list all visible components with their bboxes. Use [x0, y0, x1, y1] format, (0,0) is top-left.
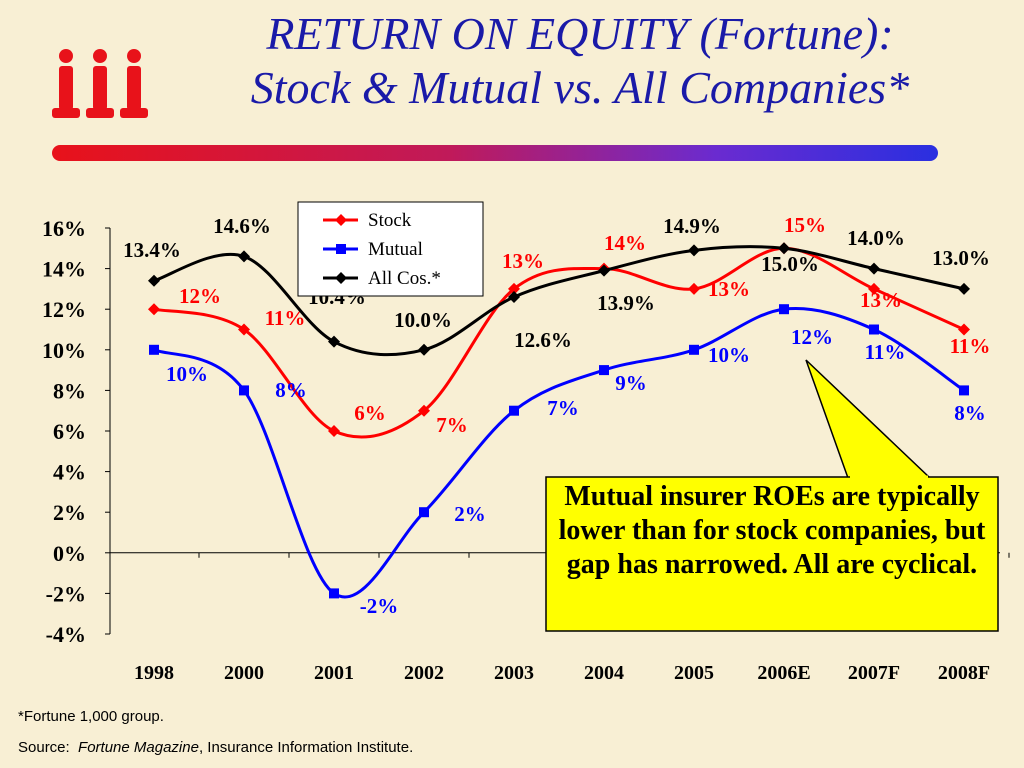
data-point-stock — [958, 323, 970, 336]
data-label-stock: 15% — [784, 213, 826, 237]
legend-label-mutual: Mutual — [368, 239, 423, 260]
legend-marker-stock — [335, 214, 347, 226]
callout-pointer — [805, 359, 932, 479]
data-point-all-cos — [688, 244, 700, 257]
callout-box — [545, 476, 999, 632]
x-tick-label: 2008F — [938, 662, 990, 684]
data-point-all-cos — [508, 291, 520, 304]
data-point-mutual — [599, 365, 609, 376]
data-point-mutual — [419, 507, 429, 518]
legend-label-all-cos: All Cos.* — [368, 268, 441, 289]
data-label-stock: 13% — [860, 288, 902, 312]
data-label-stock: 7% — [436, 413, 468, 437]
data-label-mutual: 11% — [865, 340, 906, 364]
data-point-stock — [508, 282, 520, 295]
series-line-all-cos — [153, 245, 965, 357]
footnote: *Fortune 1,000 group. — [18, 708, 164, 725]
data-label-all-cos: 13.4% — [123, 238, 181, 262]
page-title: RETURN ON EQUITY (Fortune): — [266, 8, 894, 59]
callout-text: Mutual insurer ROEs are typically lower … — [558, 481, 986, 580]
x-tick-label: 2006E — [757, 662, 810, 684]
legend-marker-mutual — [336, 244, 346, 254]
data-point-mutual — [689, 344, 699, 355]
data-label-mutual: 10% — [166, 362, 208, 386]
y-tick-label: -4% — [46, 622, 86, 647]
data-point-stock — [688, 282, 700, 295]
source-rest: , Insurance Information Institute. — [198, 739, 414, 756]
x-tick-label: 2005 — [674, 662, 714, 684]
source-publication: Fortune Magazine — [78, 739, 199, 756]
data-label-mutual: 10% — [708, 343, 750, 367]
source-label: Source: — [18, 739, 70, 756]
data-label-stock: 12% — [179, 284, 221, 308]
x-tick-label: 1998 — [134, 662, 174, 684]
y-tick-label: 10% — [42, 338, 86, 363]
data-label-stock: 13% — [502, 249, 544, 273]
data-label-all-cos: 14.0% — [847, 226, 905, 250]
data-point-mutual — [329, 588, 339, 599]
title-divider-bar — [52, 145, 938, 161]
data-point-mutual — [959, 385, 969, 396]
data-point-all-cos — [328, 335, 340, 348]
data-label-all-cos: 13.0% — [932, 246, 990, 270]
source-note: Source: Fortune Magazine, Insurance Info… — [18, 739, 413, 756]
data-label-all-cos: 15.0% — [761, 252, 819, 276]
data-point-all-cos — [958, 282, 970, 295]
data-label-all-cos: 10.0% — [394, 308, 452, 332]
x-tick-label: 2004 — [584, 662, 624, 684]
page-subtitle: Stock & Mutual vs. All Companies* — [250, 62, 910, 113]
y-tick-label: 2% — [53, 500, 86, 525]
y-tick-label: 14% — [42, 257, 86, 282]
data-point-stock — [148, 303, 160, 316]
iii-logo — [52, 49, 148, 118]
data-point-all-cos — [148, 274, 160, 287]
data-point-stock — [328, 425, 340, 437]
data-point-all-cos — [778, 242, 790, 255]
data-label-mutual: 7% — [547, 396, 579, 420]
data-label-mutual: 8% — [954, 401, 986, 425]
y-tick-label: 6% — [53, 419, 86, 444]
data-label-mutual: 12% — [791, 325, 833, 349]
legend-marker-all-cos — [335, 272, 347, 284]
data-point-stock — [238, 323, 250, 336]
data-point-mutual — [239, 385, 249, 396]
legend-label-stock: Stock — [368, 210, 412, 231]
x-tick-label: 2007F — [848, 662, 900, 684]
data-label-all-cos: 14.9% — [663, 214, 721, 238]
y-tick-label: 0% — [53, 541, 86, 566]
y-tick-label: 12% — [42, 297, 86, 322]
data-label-all-cos: 14.6% — [213, 214, 271, 238]
y-tick-label: -2% — [46, 581, 86, 606]
data-label-mutual: 8% — [275, 378, 307, 402]
data-label-all-cos: 13.9% — [597, 291, 655, 315]
data-label-mutual: 9% — [615, 371, 647, 395]
data-point-all-cos — [238, 250, 250, 263]
data-point-all-cos — [418, 343, 430, 356]
data-point-mutual — [509, 405, 519, 416]
y-tick-label: 4% — [53, 460, 86, 485]
data-label-stock: 11% — [950, 334, 991, 358]
y-tick-label: 16% — [42, 216, 86, 241]
data-point-all-cos — [868, 262, 880, 275]
series-line-stock — [153, 246, 965, 439]
data-point-all-cos — [598, 264, 610, 277]
data-label-mutual: 2% — [454, 502, 486, 526]
data-point-mutual — [869, 324, 879, 335]
x-tick-label: 2000 — [224, 662, 264, 684]
y-tick-label: 8% — [53, 378, 86, 403]
data-point-stock — [868, 282, 880, 295]
x-tick-label: 2003 — [494, 662, 534, 684]
x-tick-label: 2002 — [404, 662, 444, 684]
x-tick-label: 2001 — [314, 662, 354, 684]
data-label-stock: 13% — [708, 277, 750, 301]
data-label-mutual: -2% — [360, 594, 399, 618]
data-label-stock: 14% — [604, 231, 646, 255]
data-point-mutual — [779, 304, 789, 315]
data-point-stock — [418, 404, 430, 417]
data-point-mutual — [149, 344, 159, 355]
data-label-stock: 6% — [354, 401, 386, 425]
data-label-all-cos: 12.6% — [514, 328, 572, 352]
